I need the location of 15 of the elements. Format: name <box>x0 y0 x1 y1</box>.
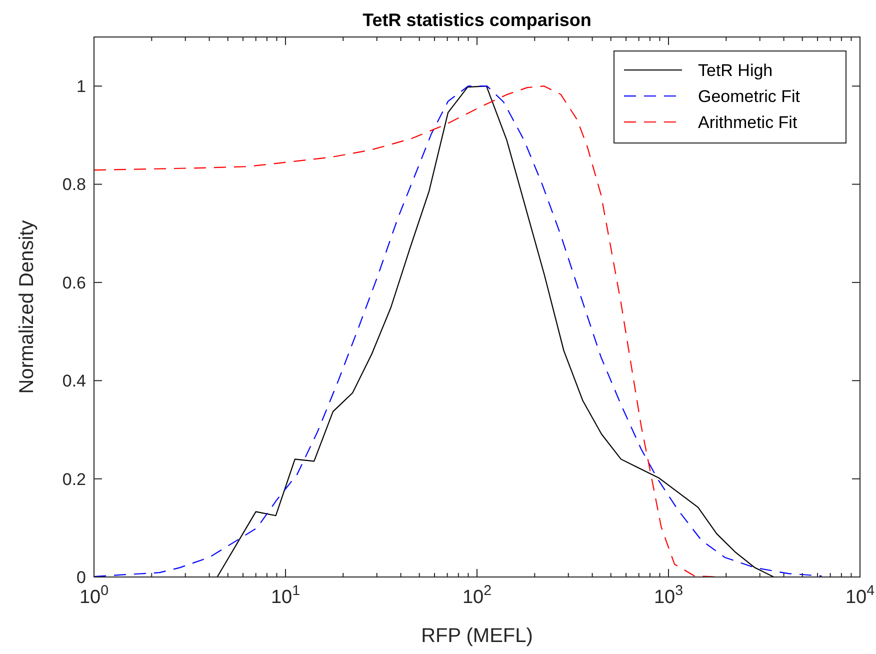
x-tick-label: 10$^{4}$ <box>845 583 875 608</box>
x-axis-title: RFP (MEFL) <box>421 625 533 647</box>
chart-title: TetR statistics comparison <box>362 10 592 30</box>
y-tick-label: 0.4 <box>62 372 86 391</box>
y-tick-label: 0.6 <box>62 273 86 292</box>
legend-label: Arithmetic Fit <box>698 112 798 132</box>
x-tick-label: 10$^{3}$ <box>654 583 684 608</box>
legend-label: Geometric Fit <box>698 86 800 106</box>
y-tick-label: 0.2 <box>62 470 86 489</box>
legend-label: TetR High <box>698 60 773 80</box>
x-tick-label: 10$^{1}$ <box>270 583 300 608</box>
x-tick-label: 10$^{2}$ <box>462 583 492 608</box>
y-tick-label: 0.8 <box>62 175 86 194</box>
y-axis-title: Normalized Density <box>16 220 38 394</box>
y-tick-label: 1 <box>76 77 86 96</box>
